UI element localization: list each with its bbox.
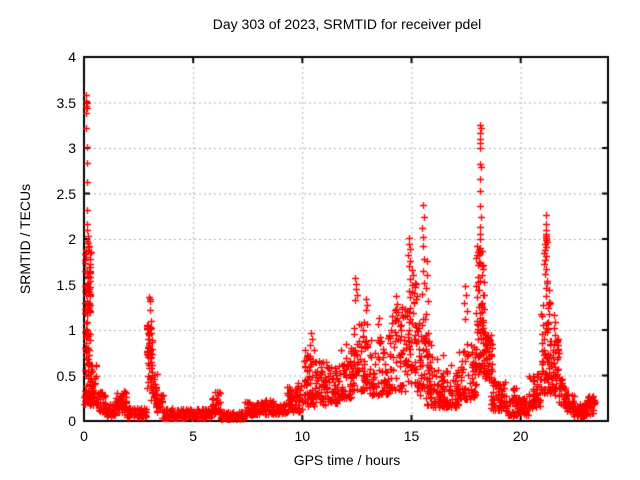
- x-tick-label: 5: [189, 428, 198, 444]
- y-tick-label: 3.5: [56, 94, 76, 111]
- y-tick-label: 0: [68, 413, 76, 429]
- y-tick-label: 1: [68, 322, 76, 338]
- y-tick-label: 3: [68, 140, 76, 156]
- x-tick-label: 10: [294, 428, 311, 444]
- y-tick-label: 2.5: [56, 185, 76, 202]
- x-tick-label: 15: [403, 428, 420, 444]
- y-tick-label: 2: [68, 231, 76, 247]
- x-axis-label: GPS time / hours: [293, 452, 401, 468]
- x-tick-label: 20: [512, 428, 529, 444]
- chart-title: Day 303 of 2023, SRMTID for receiver pde…: [212, 16, 482, 32]
- y-tick-label: 1.5: [56, 276, 76, 293]
- y-tick-label: 0.5: [56, 367, 76, 384]
- x-tick-label: 0: [80, 428, 88, 444]
- y-tick-label: 4: [68, 49, 76, 65]
